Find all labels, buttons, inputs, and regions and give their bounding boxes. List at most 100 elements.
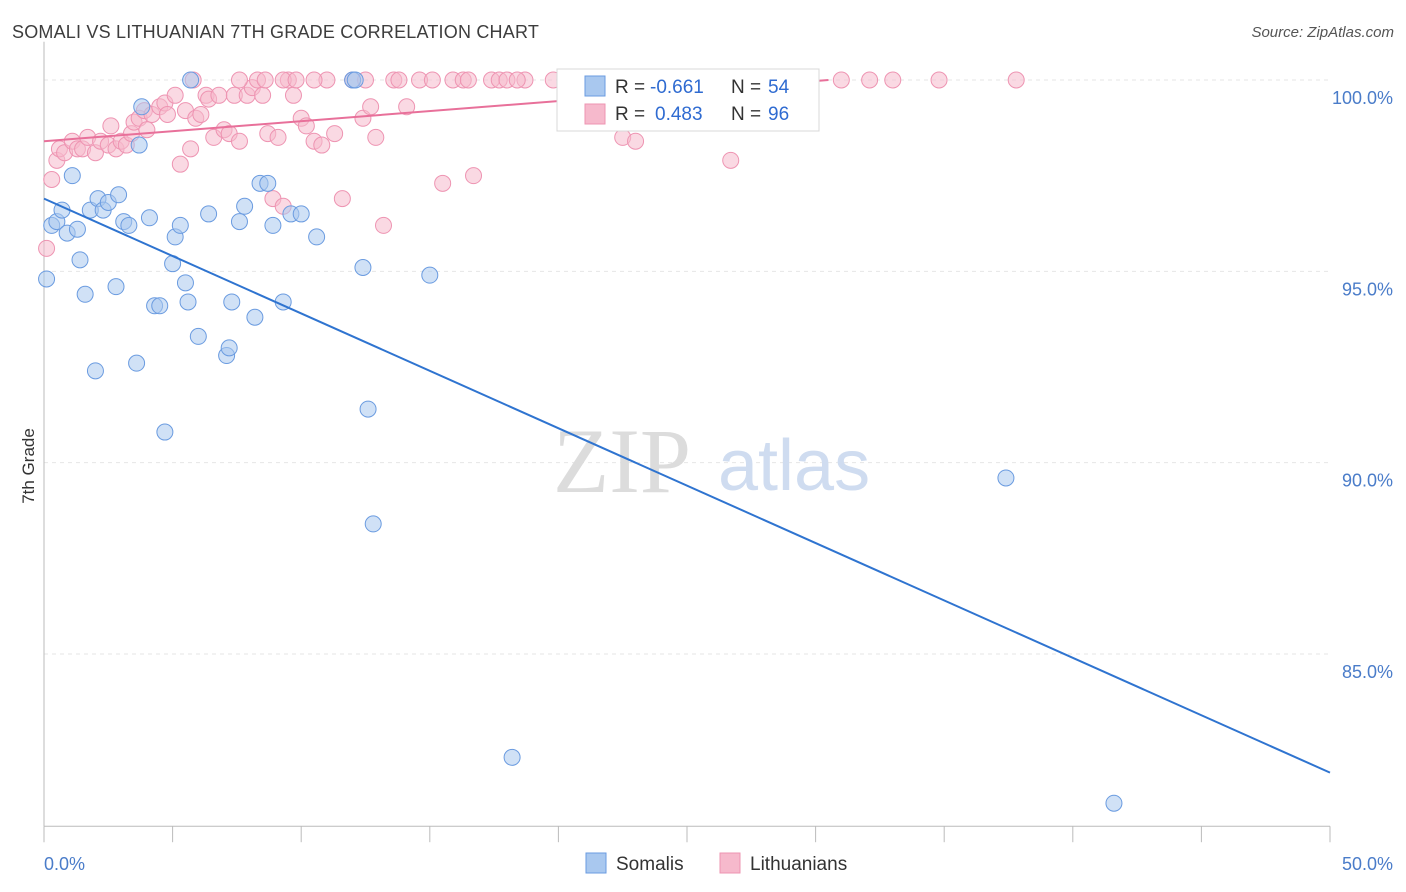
lithuanian-point	[333, 190, 351, 208]
y-tick-label: 85.0%	[1342, 662, 1393, 682]
lithuanian-r-value: 0.483	[655, 104, 703, 125]
somali-point	[120, 216, 138, 234]
y-tick-label: 100.0%	[1332, 88, 1393, 108]
lithuanian-point	[284, 86, 302, 104]
lithuanian-point	[102, 117, 120, 135]
somali-point	[176, 274, 194, 292]
somali-point	[354, 259, 372, 277]
lithuanian-point	[884, 71, 902, 89]
somali-n-label: N =	[731, 77, 761, 98]
somali-trend-line	[43, 197, 1331, 774]
somali-point	[140, 209, 158, 227]
somali-point	[200, 205, 218, 223]
y-axis-label: 7th Grade	[19, 428, 38, 504]
somali-point	[1105, 794, 1123, 812]
somali-point	[236, 197, 254, 215]
somali-point	[246, 308, 264, 326]
somali-point	[359, 400, 377, 418]
lithuanian-point	[256, 71, 274, 89]
somali-point	[308, 228, 326, 246]
lithuanian-point	[459, 71, 477, 89]
lithuanian-point	[38, 239, 56, 257]
somali-point	[133, 98, 151, 116]
stats-legend: R = -0.661 N = 54 R = 0.483 N = 96	[556, 68, 820, 132]
lithuanian-point	[313, 136, 331, 154]
somali-n-value: 54	[768, 77, 790, 98]
lithuanian-r-label: R =	[615, 104, 645, 125]
watermark-zip: ZIP	[553, 410, 691, 512]
somali-point	[151, 297, 169, 315]
watermark: ZIP atlas	[553, 410, 870, 512]
somali-point	[182, 71, 200, 89]
lithuanian-point	[182, 140, 200, 158]
lithuanian-point	[43, 170, 61, 188]
x-tick-label: 50.0%	[1342, 854, 1393, 874]
y-tick-label: 95.0%	[1342, 279, 1393, 299]
somali-point	[421, 266, 439, 284]
grid-lines	[44, 79, 1330, 655]
lithuanian-point	[326, 125, 344, 143]
y-tick-label: 90.0%	[1342, 471, 1393, 491]
somali-point	[264, 216, 282, 234]
lithuanian-point	[254, 86, 272, 104]
lithuanian-n-value: 96	[768, 104, 789, 125]
somali-point	[292, 205, 310, 223]
y-tick-labels: 100.0% 95.0% 90.0% 85.0%	[1332, 88, 1393, 682]
lithuanian-point	[138, 121, 156, 139]
somali-point	[71, 251, 89, 269]
somali-point	[179, 293, 197, 311]
lithuanian-point	[367, 128, 385, 146]
somali-point	[346, 71, 364, 89]
lithuanian-point	[1007, 71, 1025, 89]
somali-point	[38, 270, 56, 288]
somali-point	[997, 469, 1015, 487]
chart-title: SOMALI VS LITHUANIAN 7TH GRADE CORRELATI…	[12, 22, 540, 42]
lithuanian-point	[423, 71, 441, 89]
somali-point	[223, 293, 241, 311]
lithuanian-point	[192, 105, 210, 123]
lithuanian-point	[861, 71, 879, 89]
lithuanian-point	[722, 151, 740, 169]
lithuanian-point	[210, 86, 228, 104]
somali-point	[259, 174, 277, 192]
source-label: Source: ZipAtlas.com	[1251, 24, 1394, 41]
somali-point	[128, 354, 146, 372]
somali-point	[86, 362, 104, 380]
somali-points	[38, 71, 1123, 812]
lithuanian-point	[627, 132, 645, 150]
axes	[43, 41, 1331, 843]
somali-point	[68, 220, 86, 238]
lithuanian-n-label: N =	[731, 104, 761, 125]
x-tick-labels: 0.0% 50.0%	[44, 854, 1393, 874]
somali-point	[230, 213, 248, 231]
series-legend: Somalis Lithuanians	[585, 852, 847, 875]
watermark-atlas: atlas	[718, 426, 870, 506]
lithuanian-point	[230, 132, 248, 150]
lithuanian-point	[832, 71, 850, 89]
lithuanian-point	[362, 98, 380, 116]
lithuanian-point	[375, 216, 393, 234]
lithuanian-point	[398, 98, 416, 116]
somali-legend-swatch	[584, 75, 606, 97]
somalis-series-swatch	[585, 852, 607, 874]
lithuanian-point	[166, 86, 184, 104]
lithuanian-point	[930, 71, 948, 89]
lithuanian-point	[390, 71, 408, 89]
somali-point	[364, 515, 382, 533]
somali-point	[107, 278, 125, 296]
somali-point	[171, 216, 189, 234]
lithuanian-point	[171, 155, 189, 173]
lithuanian-point	[305, 71, 323, 89]
x-tick-label: 0.0%	[44, 854, 85, 874]
somali-point	[156, 423, 174, 441]
lithuanian-point	[269, 128, 287, 146]
lithuanians-series-label: Lithuanians	[750, 854, 847, 875]
lithuanian-legend-swatch	[584, 103, 606, 125]
somali-point	[76, 285, 94, 303]
lithuanian-point	[230, 71, 248, 89]
somali-point	[189, 327, 207, 345]
lithuanian-point	[158, 105, 176, 123]
lithuanian-point	[434, 174, 452, 192]
somali-r-value: -0.661	[650, 77, 704, 98]
